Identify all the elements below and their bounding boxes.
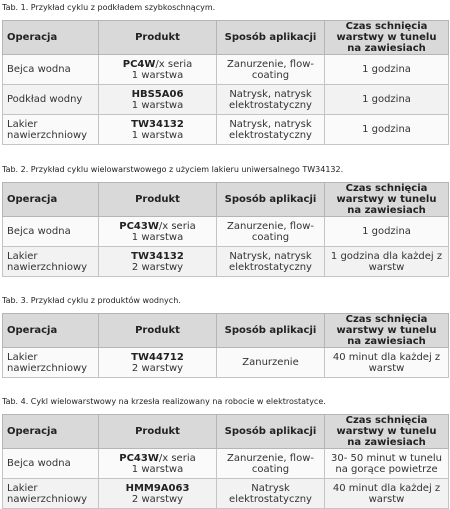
product-suffix: /x seria — [158, 220, 196, 232]
header-sposob-aplikacji: Sposób aplikacji — [216, 20, 325, 55]
cell-operacja: Lakier nawierzchniowy — [2, 347, 99, 378]
cell-czas: 1 godzina — [324, 216, 449, 247]
table-3: Operacja Produkt Sposób aplikacji Czas s… — [2, 313, 449, 378]
table-row: Bejca wodna PC43W/x seria 1 warstwa Zanur… — [2, 216, 449, 247]
table-row: Bejca wodna PC43W/x seria 1 warstwa Zanur… — [2, 448, 449, 479]
cell-operacja: Lakier nawierzchniowy — [2, 114, 99, 145]
product-code: PC43W — [119, 452, 159, 464]
table-caption: Tab. 2. Przykład cyklu wielowarstwowego … — [2, 165, 344, 174]
table-row: Lakier nawierzchniowy HMM9A063 2 warstwy … — [2, 478, 449, 509]
product-code: PC4W — [122, 58, 156, 70]
cell-produkt: TW44712 2 warstwy — [98, 347, 217, 378]
table-row: Podkład wodny HBS5A06 1 warstwa Natrysk, … — [2, 84, 449, 115]
header-sposob-aplikacji: Sposób aplikacji — [216, 414, 325, 449]
cell-operacja: Bejca wodna — [2, 448, 99, 479]
cell-czas: 1 godzina — [324, 54, 449, 85]
cell-czas: 30- 50 minut w tunelu na gorące powietrz… — [324, 448, 449, 479]
cell-produkt: TW34132 1 warstwa — [98, 114, 217, 145]
product-code: TW34132 — [131, 118, 184, 130]
cell-produkt: PC43W/x seria 1 warstwa — [98, 448, 217, 479]
product-layers: 1 warstwa — [131, 129, 184, 141]
product-layers: 2 warstwy — [131, 261, 184, 273]
table-4-section: Tab. 4. Cykl wielowarstwowy na krzesła r… — [2, 396, 449, 509]
product-suffix: /x seria — [158, 452, 196, 464]
cell-czas: 1 godzina — [324, 84, 449, 115]
cell-produkt: TW34132 2 warstwy — [98, 246, 217, 277]
table-1-section: Tab. 1. Przykład cyklu z podkładem szybk… — [2, 2, 449, 145]
product-code: HBS5A06 — [131, 88, 184, 100]
header-row: Operacja Produkt Sposób aplikacji Czas s… — [2, 313, 449, 348]
cell-produkt: PC43W/x seria 1 warstwa — [98, 216, 217, 247]
header-sposob-aplikacji: Sposób aplikacji — [216, 313, 325, 348]
cell-sposob: Zanurzenie, flow-coating — [216, 448, 325, 479]
table-2-section: Tab. 2. Przykład cyklu wielowarstwowego … — [2, 164, 449, 277]
table-row: Lakier nawierzchniowy TW34132 1 warstwa N… — [2, 114, 449, 145]
product-layers: 1 warstwa — [131, 463, 184, 475]
table-3-section: Tab. 3. Przykład cyklu z produktów wodny… — [2, 295, 449, 378]
header-produkt: Produkt — [98, 313, 217, 348]
product-suffix: /x seria — [155, 58, 193, 70]
product-layers: 2 warstwy — [131, 362, 184, 374]
cell-operacja: Lakier nawierzchniowy — [2, 478, 99, 509]
header-czas-schniecia: Czas schnięcia warstwy w tunelu na zawie… — [324, 182, 449, 217]
cell-sposob: Natrysk, natrysk elektrostatyczny — [216, 114, 325, 145]
table-row: Bejca wodna PC4W/x seria 1 warstwa Zanurz… — [2, 54, 449, 85]
cell-operacja: Bejca wodna — [2, 216, 99, 247]
cell-sposob: Zanurzenie, flow-coating — [216, 216, 325, 247]
product-code: PC43W — [119, 220, 159, 232]
cell-czas: 1 godzina dla każdej z warstw — [324, 246, 449, 277]
cell-czas: 40 minut dla każdej z warstw — [324, 347, 449, 378]
header-czas-schniecia: Czas schnięcia warstwy w tunelu na zawie… — [324, 313, 449, 348]
cell-sposob: Zanurzenie — [216, 347, 325, 378]
header-czas-schniecia: Czas schnięcia warstwy w tunelu na zawie… — [324, 414, 449, 449]
table-caption: Tab. 1. Przykład cyklu z podkładem szybk… — [2, 3, 216, 12]
product-code: TW44712 — [131, 351, 184, 363]
header-row: Operacja Produkt Sposób aplikacji Czas s… — [2, 182, 449, 217]
header-produkt: Produkt — [98, 20, 217, 55]
header-czas-schniecia: Czas schnięcia warstwy w tunelu na zawie… — [324, 20, 449, 55]
header-row: Operacja Produkt Sposób aplikacji Czas s… — [2, 20, 449, 55]
cell-sposob: Natrysk, natrysk elektrostatyczny — [216, 84, 325, 115]
header-operacja: Operacja — [2, 182, 99, 217]
table-caption: Tab. 4. Cykl wielowarstwowy na krzesła r… — [2, 397, 326, 406]
product-code: TW34132 — [131, 250, 184, 262]
cell-produkt: HMM9A063 2 warstwy — [98, 478, 217, 509]
header-produkt: Produkt — [98, 182, 217, 217]
cell-operacja: Lakier nawierzchniowy — [2, 246, 99, 277]
cell-produkt: HBS5A06 1 warstwa — [98, 84, 217, 115]
product-layers: 1 warstwa — [131, 99, 184, 111]
header-sposob-aplikacji: Sposób aplikacji — [216, 182, 325, 217]
table-2: Operacja Produkt Sposób aplikacji Czas s… — [2, 182, 449, 277]
cell-sposob: Zanurzenie, flow-coating — [216, 54, 325, 85]
table-caption: Tab. 3. Przykład cyklu z produktów wodny… — [2, 296, 181, 305]
product-layers: 1 warstwa — [131, 69, 184, 81]
table-row: Lakier nawierzchniowy TW34132 2 warstwy N… — [2, 246, 449, 277]
cell-sposob: Natrysk elektrostatyczny — [216, 478, 325, 509]
cell-sposob: Natrysk, natrysk elektrostatyczny — [216, 246, 325, 277]
product-layers: 1 warstwa — [131, 231, 184, 243]
header-operacja: Operacja — [2, 414, 99, 449]
header-operacja: Operacja — [2, 20, 99, 55]
cell-czas: 40 minut dla każdej z warstw — [324, 478, 449, 509]
header-operacja: Operacja — [2, 313, 99, 348]
cell-produkt: PC4W/x seria 1 warstwa — [98, 54, 217, 85]
table-1: Operacja Produkt Sposób aplikacji Czas s… — [2, 20, 449, 145]
header-row: Operacja Produkt Sposób aplikacji Czas s… — [2, 414, 449, 449]
header-produkt: Produkt — [98, 414, 217, 449]
cell-operacja: Podkład wodny — [2, 84, 99, 115]
cell-czas: 1 godzina — [324, 114, 449, 145]
table-row: Lakier nawierzchniowy TW44712 2 warstwy Z… — [2, 347, 449, 378]
product-code: HMM9A063 — [125, 482, 190, 494]
table-4: Operacja Produkt Sposób aplikacji Czas s… — [2, 414, 449, 509]
product-layers: 2 warstwy — [131, 493, 184, 505]
cell-operacja: Bejca wodna — [2, 54, 99, 85]
